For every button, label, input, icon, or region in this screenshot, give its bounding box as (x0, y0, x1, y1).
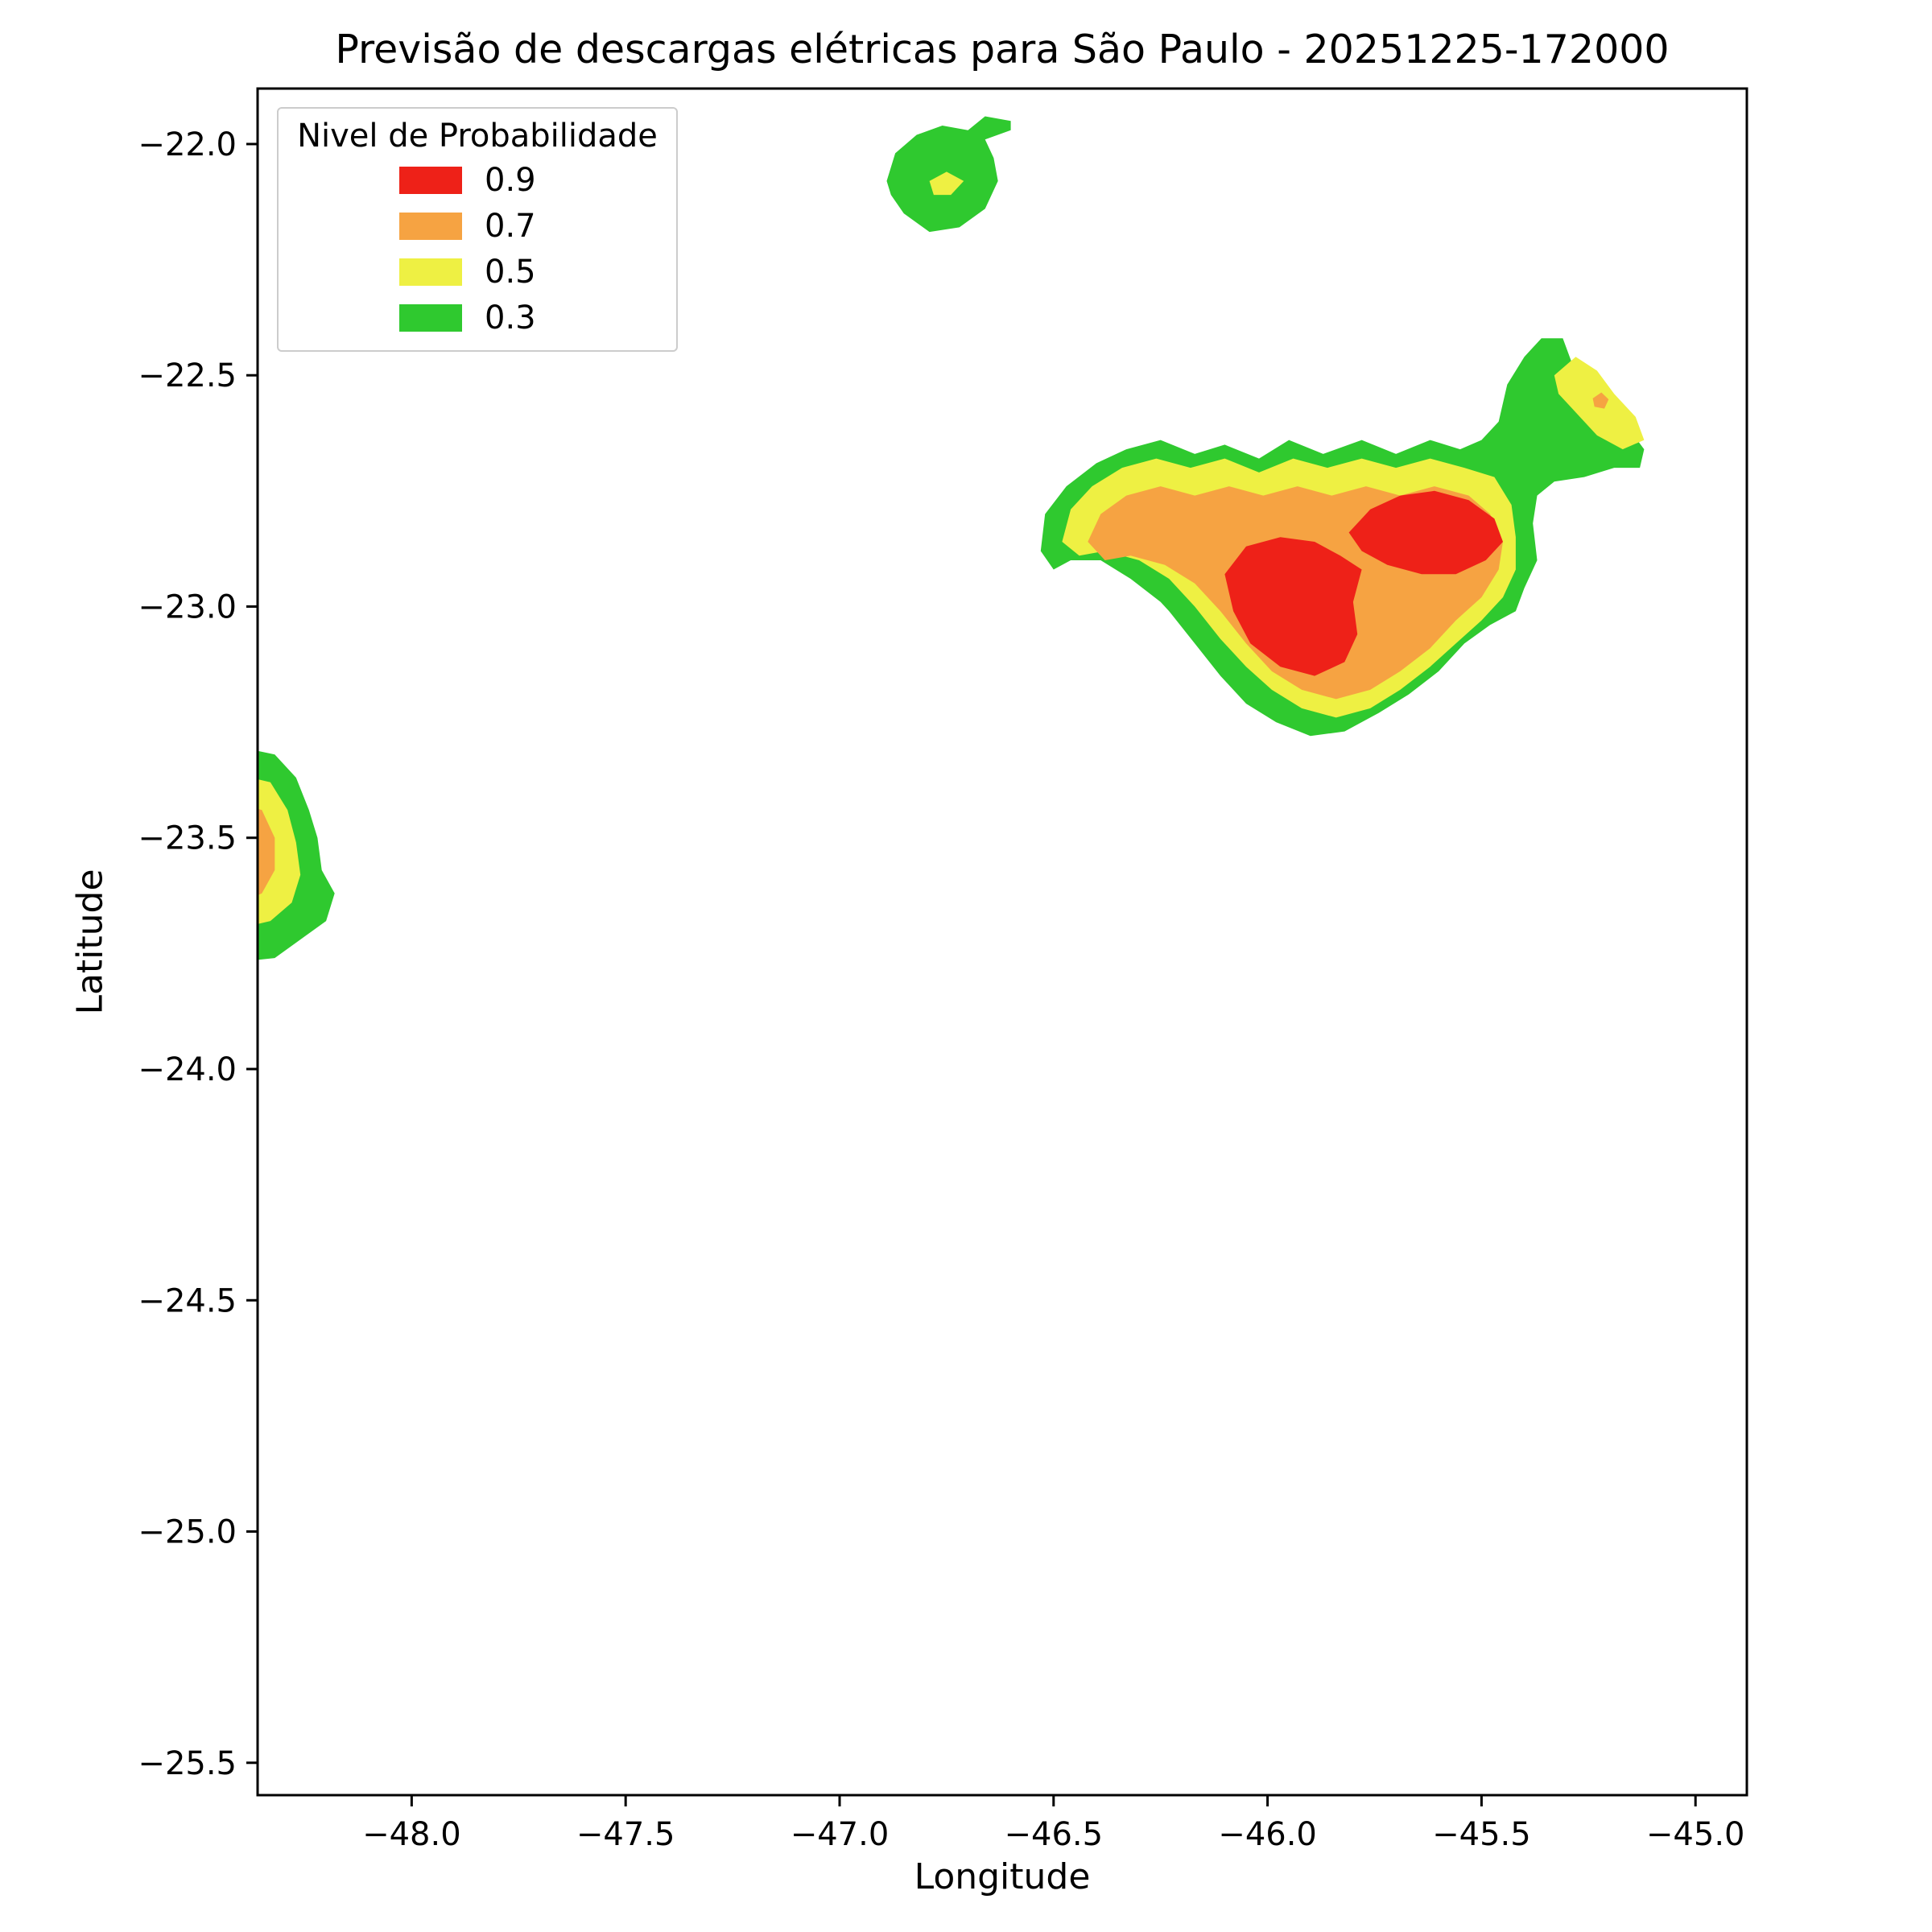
contour-region-east-arm-spot (1592, 392, 1609, 409)
y-tick-label: −23.5 (138, 820, 237, 857)
contour-region-northern-cell-inner (929, 171, 964, 196)
legend-entry: 0.3 (279, 295, 676, 341)
x-tick-label: −48.0 (362, 1816, 461, 1853)
y-tick-label: −24.5 (138, 1282, 237, 1319)
y-tick-label: −22.5 (138, 357, 237, 394)
legend-entry: 0.9 (279, 157, 676, 203)
x-axis-label: Longitude (914, 1856, 1091, 1897)
y-tick-label: −22.0 (138, 126, 237, 163)
legend-entry-label: 0.3 (485, 299, 536, 336)
x-tick-label: −46.5 (1005, 1816, 1104, 1853)
contour-region-western-cell-mid (258, 778, 301, 924)
legend-swatch (399, 303, 462, 332)
legend-swatch (399, 258, 462, 286)
contour-region-western-cell-high (258, 808, 275, 896)
x-tick-label: −45.0 (1646, 1816, 1745, 1853)
legend-swatch (399, 166, 462, 194)
x-tick-label: −47.5 (576, 1816, 675, 1853)
y-tick-label: −23.0 (138, 588, 237, 625)
axes-frame (256, 87, 1748, 1797)
legend: Nivel de Probabilidade 0.9 0.7 0.5 0.3 (277, 107, 678, 352)
contour-region-main-cell-core-east (1348, 490, 1503, 575)
y-axis-label: Latitude (69, 869, 111, 1015)
x-tick-label: −47.0 (791, 1816, 890, 1853)
legend-entry-label: 0.7 (485, 207, 536, 245)
legend-swatch (399, 212, 462, 240)
y-tick-label: −25.0 (138, 1514, 237, 1551)
legend-title: Nivel de Probabilidade (297, 118, 658, 155)
x-tick-label: −46.0 (1218, 1816, 1317, 1853)
legend-entries: 0.9 0.7 0.5 0.3 (279, 157, 676, 341)
plot-background (258, 89, 1747, 1795)
legend-entry-label: 0.5 (485, 253, 536, 291)
contour-region-main-cell-core-west (1224, 537, 1362, 676)
chart-title: Previsão de descargas elétricas para São… (335, 27, 1670, 72)
legend-entry: 0.5 (279, 249, 676, 295)
x-tick-label: −45.5 (1432, 1816, 1531, 1853)
legend-entry: 0.7 (279, 203, 676, 249)
y-tick-label: −24.0 (138, 1051, 237, 1088)
y-tick-label: −25.5 (138, 1745, 237, 1782)
legend-entry-label: 0.9 (485, 161, 536, 199)
